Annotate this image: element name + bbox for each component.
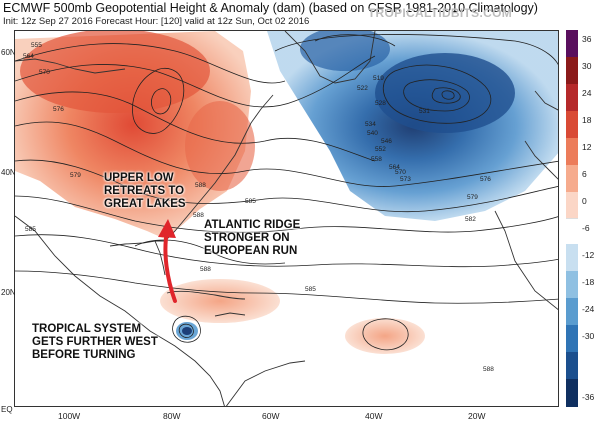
lat-label-40n: 40N xyxy=(1,168,16,177)
annotation-line: ATLANTIC RIDGE xyxy=(204,219,301,231)
colorbar-tick: -6 xyxy=(582,223,590,233)
contour-label: 558 xyxy=(371,156,382,163)
lon-label-20w: 20W xyxy=(468,411,486,421)
colorbar-segment xyxy=(566,138,578,165)
contour-value-labels: 555 564 570 576 579 585 588 519 522 528 … xyxy=(23,42,494,373)
contour-label: 585 xyxy=(25,226,36,233)
contour-label: 564 xyxy=(23,53,34,60)
colorbar-tick: 24 xyxy=(582,88,592,98)
contour-label: 552 xyxy=(375,146,386,153)
annotation-line: GETS FURTHER WEST xyxy=(32,336,158,348)
annotation-line: GREAT LAKES xyxy=(104,198,186,210)
colorbar-tick: 36 xyxy=(582,34,592,44)
contour-label: 546 xyxy=(381,138,392,145)
contour-label: 588 xyxy=(193,212,204,219)
contour-label: 579 xyxy=(467,194,478,201)
colorbar-segment xyxy=(566,57,578,84)
colorbar-segment xyxy=(566,84,578,111)
lat-label-20n: 20N xyxy=(1,288,16,297)
positive-anomaly-northeast xyxy=(20,31,210,113)
contour-label: 585 xyxy=(305,286,316,293)
negative-anomaly-greenland xyxy=(300,31,390,71)
contour-label: 522 xyxy=(357,85,368,92)
positive-anomaly-central-atlantic xyxy=(345,318,425,354)
colorbar-tick: -30 xyxy=(582,331,595,341)
map-svg: 555 564 570 576 579 585 588 519 522 528 … xyxy=(15,31,558,406)
annotation-line: BEFORE TURNING xyxy=(32,349,136,361)
contour-label: 570 xyxy=(395,169,406,176)
annotation-line: UPPER LOW xyxy=(104,172,174,184)
annotation-line: EUROPEAN RUN xyxy=(204,245,298,257)
colorbar-segment xyxy=(566,111,578,138)
contour-label: 588 xyxy=(195,182,206,189)
colorbar-tick: 0 xyxy=(582,196,587,206)
colorbar-segment xyxy=(566,352,578,379)
contour-label: 573 xyxy=(400,176,411,183)
contour-label: 582 xyxy=(465,216,476,223)
contour-label: 531 xyxy=(419,108,430,115)
annotation-line: TROPICAL SYSTEM xyxy=(32,323,142,335)
contour-label: 588 xyxy=(483,366,494,373)
annotation-atlantic-ridge: ATLANTIC RIDGE STRONGER ON EUROPEAN RUN xyxy=(204,219,300,258)
contour-label: 564 xyxy=(389,164,400,171)
contour-label: 576 xyxy=(480,176,491,183)
colorbar-segment xyxy=(566,271,578,298)
negative-anomaly-core xyxy=(375,53,515,133)
colorbar-segment xyxy=(566,165,578,192)
colorbar-segment xyxy=(566,192,578,218)
colorbar-tick: 18 xyxy=(582,115,592,125)
contour-label: 576 xyxy=(53,106,64,113)
colorbar-segment xyxy=(566,218,578,244)
lat-label-60n: 60N xyxy=(1,48,16,57)
colorbar-tick: 6 xyxy=(582,169,587,179)
header: ECMWF 500mb Geopotential Height & Anomal… xyxy=(0,0,560,30)
contour-label: 585 xyxy=(245,198,256,205)
contour-label: 519 xyxy=(373,75,384,82)
lon-label-60w: 60W xyxy=(262,411,280,421)
colorbar-segment xyxy=(566,325,578,352)
red-arrow-icon xyxy=(158,219,177,303)
brand-watermark: TROPICALTIDBITS.COM xyxy=(367,6,512,20)
map-title: ECMWF 500mb Geopotential Height & Anomal… xyxy=(3,1,538,15)
colorbar-tick: -12 xyxy=(582,250,595,260)
lat-label-eq: EQ xyxy=(1,405,13,414)
contour-label: 540 xyxy=(367,130,378,137)
lon-label-100w: 100W xyxy=(58,411,81,421)
annotation-line: STRONGER ON xyxy=(204,232,290,244)
contour-label: 588 xyxy=(200,266,211,273)
colorbar-segment xyxy=(566,244,578,271)
colorbar-tick: 30 xyxy=(582,61,592,71)
map-panel: 555 564 570 576 579 585 588 519 522 528 … xyxy=(14,30,559,407)
positive-anomaly-east-coast xyxy=(185,101,255,191)
colorbar-tick: 12 xyxy=(582,142,592,152)
colorbar-segment xyxy=(566,30,578,57)
height-contours xyxy=(15,34,558,351)
colorbar-segment xyxy=(566,298,578,325)
lon-label-80w: 80W xyxy=(163,411,181,421)
anomaly-colorbar xyxy=(566,30,578,407)
tropical-system-center xyxy=(182,327,192,335)
colorbar-tick: -24 xyxy=(582,304,595,314)
lon-label-40w: 40W xyxy=(365,411,383,421)
contour-label: 555 xyxy=(31,42,42,49)
contour-label: 528 xyxy=(375,100,386,107)
annotation-tropical-system: TROPICAL SYSTEM GETS FURTHER WEST BEFORE… xyxy=(32,323,158,362)
contour-label: 579 xyxy=(70,172,81,179)
init-valid-line: Init: 12z Sep 27 2016 Forecast Hour: [12… xyxy=(3,16,310,27)
colorbar-tick: -18 xyxy=(582,277,595,287)
contour-label: 570 xyxy=(39,69,50,76)
colorbar-tick: -36 xyxy=(582,392,595,402)
contour-label: 534 xyxy=(365,121,376,128)
colorbar-segment xyxy=(566,379,578,407)
annotation-upper-low: UPPER LOW RETREATS TO GREAT LAKES xyxy=(104,172,186,211)
positive-anomaly-caribbean xyxy=(160,279,280,323)
annotation-line: RETREATS TO xyxy=(104,185,185,197)
